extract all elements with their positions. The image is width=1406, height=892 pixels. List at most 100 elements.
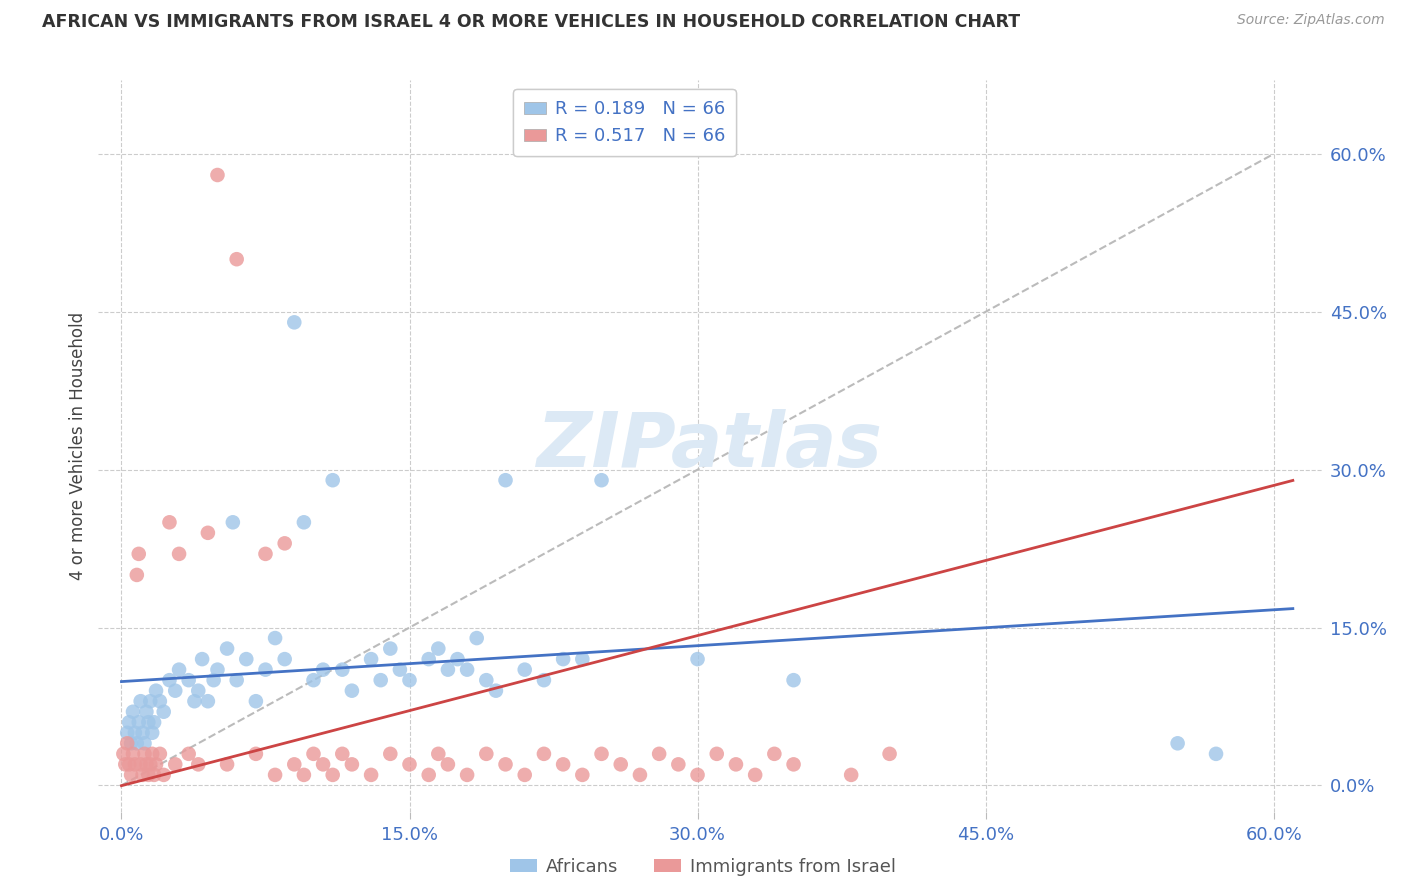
- Point: [167, 547, 190, 561]
- Point: [839, 768, 862, 782]
- Point: [485, 683, 508, 698]
- Point: [125, 736, 148, 750]
- Point: [245, 747, 267, 761]
- Point: [134, 747, 156, 761]
- Point: [628, 768, 651, 782]
- Point: [418, 652, 440, 666]
- Point: [141, 747, 163, 761]
- Point: [122, 747, 145, 761]
- Point: [553, 757, 575, 772]
- Point: [879, 747, 901, 761]
- Point: [235, 652, 257, 666]
- Point: [264, 631, 287, 645]
- Point: [495, 473, 517, 487]
- Point: [322, 768, 344, 782]
- Point: [648, 747, 671, 761]
- Point: [138, 768, 160, 782]
- Point: [152, 705, 174, 719]
- Point: [152, 768, 174, 782]
- Point: [388, 663, 411, 677]
- Point: [370, 673, 392, 688]
- Point: [398, 673, 420, 688]
- Point: [141, 726, 163, 740]
- Point: [222, 516, 245, 530]
- Point: [128, 715, 150, 730]
- Point: [124, 726, 146, 740]
- Point: [513, 663, 536, 677]
- Point: [183, 694, 205, 708]
- Point: [1167, 736, 1189, 750]
- Point: [165, 757, 187, 772]
- Point: [782, 757, 804, 772]
- Point: [465, 631, 488, 645]
- Point: [245, 694, 267, 708]
- Point: [187, 757, 209, 772]
- Point: [360, 768, 382, 782]
- Text: ZIPatlas: ZIPatlas: [537, 409, 883, 483]
- Legend: R = 0.189   N = 66, R = 0.517   N = 66: R = 0.189 N = 66, R = 0.517 N = 66: [513, 89, 735, 156]
- Point: [202, 673, 225, 688]
- Text: Source: ZipAtlas.com: Source: ZipAtlas.com: [1237, 13, 1385, 28]
- Point: [207, 663, 229, 677]
- Point: [115, 736, 138, 750]
- Point: [744, 768, 766, 782]
- Point: [145, 757, 167, 772]
- Point: [131, 768, 153, 782]
- Point: [437, 757, 460, 772]
- Point: [120, 736, 142, 750]
- Point: [446, 652, 468, 666]
- Point: [149, 747, 172, 761]
- Point: [139, 757, 162, 772]
- Point: [571, 768, 593, 782]
- Point: [302, 673, 325, 688]
- Point: [456, 768, 478, 782]
- Point: [475, 747, 498, 761]
- Point: [666, 757, 689, 772]
- Point: [165, 683, 187, 698]
- Point: [129, 757, 152, 772]
- Point: [149, 694, 172, 708]
- Point: [686, 652, 709, 666]
- Point: [292, 516, 315, 530]
- Point: [609, 757, 631, 772]
- Point: [340, 757, 363, 772]
- Point: [591, 473, 613, 487]
- Point: [167, 663, 190, 677]
- Point: [139, 694, 162, 708]
- Point: [360, 652, 382, 666]
- Point: [380, 747, 402, 761]
- Point: [128, 547, 150, 561]
- Point: [427, 747, 450, 761]
- Point: [135, 705, 157, 719]
- Point: [187, 683, 209, 698]
- Point: [273, 652, 295, 666]
- Point: [197, 525, 219, 540]
- Point: [135, 757, 157, 772]
- Point: [254, 547, 277, 561]
- Point: [191, 652, 214, 666]
- Point: [118, 715, 141, 730]
- Point: [159, 673, 181, 688]
- Point: [114, 757, 136, 772]
- Point: [134, 736, 156, 750]
- Point: [131, 726, 153, 740]
- Point: [330, 663, 353, 677]
- Point: [330, 747, 353, 761]
- Point: [495, 757, 517, 772]
- Point: [112, 747, 135, 761]
- Point: [143, 768, 166, 782]
- Point: [571, 652, 593, 666]
- Legend: Africans, Immigrants from Israel: Africans, Immigrants from Israel: [502, 851, 904, 883]
- Point: [427, 641, 450, 656]
- Point: [437, 663, 460, 677]
- Point: [475, 673, 498, 688]
- Point: [217, 641, 239, 656]
- Text: AFRICAN VS IMMIGRANTS FROM ISRAEL 4 OR MORE VEHICLES IN HOUSEHOLD CORRELATION CH: AFRICAN VS IMMIGRANTS FROM ISRAEL 4 OR M…: [42, 13, 1021, 31]
- Point: [706, 747, 728, 761]
- Point: [225, 252, 247, 267]
- Point: [418, 768, 440, 782]
- Point: [125, 568, 148, 582]
- Point: [292, 768, 315, 782]
- Point: [159, 516, 181, 530]
- Point: [143, 715, 166, 730]
